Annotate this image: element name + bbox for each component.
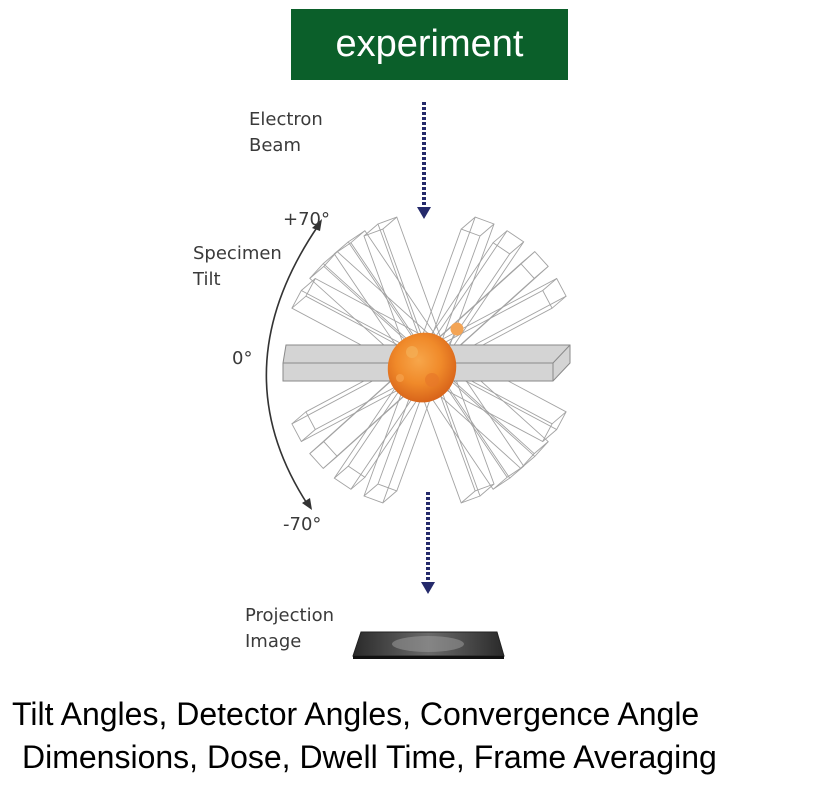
electron-beam-label: Electron Beam [249,107,323,159]
beam-down-arrow-icon [417,102,431,219]
tilt-min-label: -70° [283,514,322,535]
tilt-max-label: +70° [283,209,330,230]
projection-image-label-line2: Image [245,631,302,652]
tilted-slab-6 [309,250,549,470]
tilt-zero-label: 0° [232,348,253,369]
electron-beam-label-line2: Beam [249,135,301,156]
specimen-tilt-label-line1: Specimen [193,243,282,264]
electron-beam-label-line1: Electron [249,109,323,130]
tilted-specimen-slabs [291,216,567,504]
specimen-tilt-label-line2: Tilt [193,269,221,290]
tilt-arc-arrow-icon [265,219,322,510]
tilted-slab-7 [333,230,525,490]
projection-plate-icon [352,631,505,659]
title-text: experiment [335,23,524,65]
specimen-tilt-label: Specimen Tilt [193,241,282,293]
specimen-particle-icon [387,322,464,403]
title-banner: experiment [291,9,568,80]
caption-line-1: Tilt Angles, Detector Angles, Convergenc… [12,696,700,732]
tilted-slab-1 [363,216,495,504]
tilted-slab-8 [363,216,495,504]
transmitted-beam-arrow-icon [421,492,435,594]
projection-image-label: Projection Image [245,603,334,655]
caption-line-2: Dimensions, Dose, Dwell Time, Frame Aver… [22,739,717,775]
projection-image-label-line1: Projection [245,605,335,626]
